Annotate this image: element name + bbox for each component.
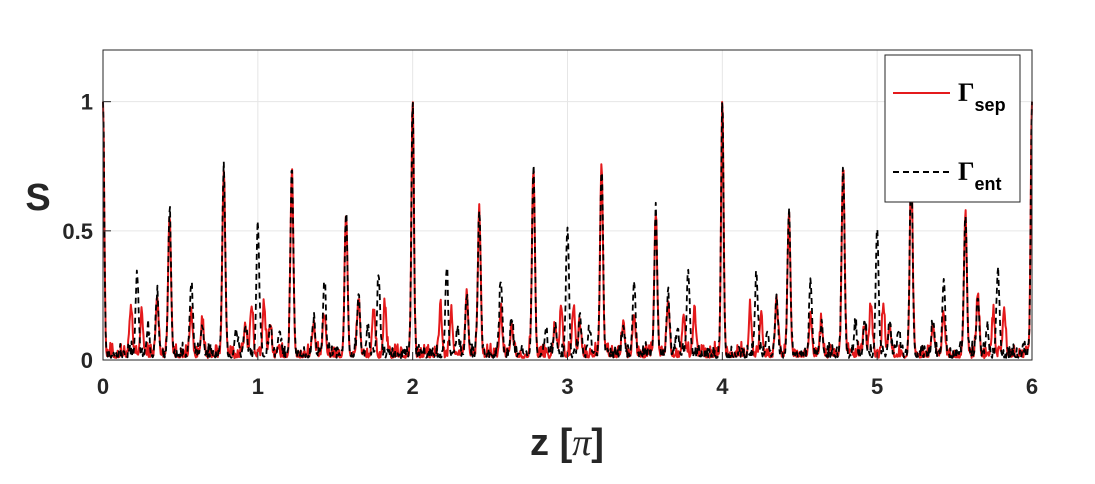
x-tick-label: 4 (716, 374, 729, 399)
series-line-ent (102, 101, 1033, 360)
x-tick-label: 2 (407, 374, 419, 399)
ticks: 0 1 2 3 4 5 6 0 0.5 1 (62, 90, 1038, 399)
x-axis-title-main: z [ (530, 422, 573, 464)
series-line-sep (102, 100, 1033, 359)
x-tick-label: 5 (871, 374, 883, 399)
legend-label-sep: Γsep (958, 78, 1006, 115)
legend-subscript-ent: ent (975, 174, 1002, 194)
plot-lines (102, 100, 1033, 360)
x-tick-label: 0 (97, 374, 109, 399)
y-tick-label: 0 (81, 348, 93, 373)
legend-box (884, 54, 1021, 203)
x-axis-title: z [π] (530, 422, 604, 464)
x-axis-title-pi: π (572, 422, 592, 464)
y-tick-label: 0.5 (62, 219, 93, 244)
legend-label-ent: Γent (958, 157, 1002, 194)
legend-symbol-ent: Γ (958, 157, 975, 186)
y-axis-title: S (25, 177, 50, 219)
legend: Γsep Γent (884, 54, 1021, 203)
legend-symbol-sep: Γ (958, 78, 975, 107)
x-tick-label: 6 (1026, 374, 1038, 399)
y-tick-label: 1 (81, 90, 93, 115)
legend-subscript-sep: sep (975, 95, 1006, 115)
x-tick-label: 1 (252, 374, 264, 399)
x-tick-label: 3 (561, 374, 573, 399)
x-axis-title-close: ] (591, 422, 604, 464)
